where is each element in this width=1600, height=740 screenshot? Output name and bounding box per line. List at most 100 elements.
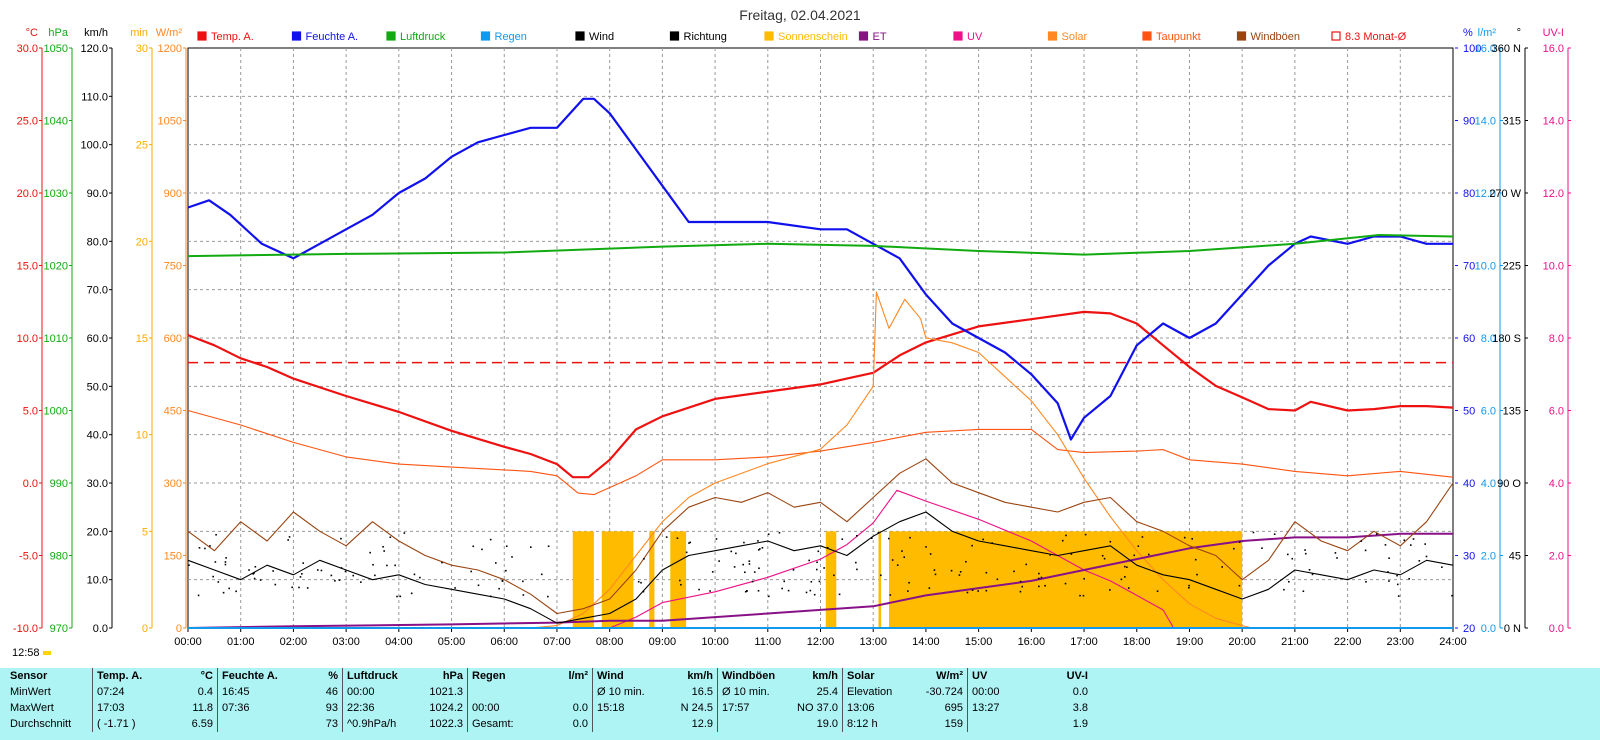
wind-direction-dot	[259, 579, 262, 581]
wind-direction-dot	[792, 569, 795, 571]
right-axis-tick-label: 8.0	[1549, 333, 1564, 345]
right-axis-unit: UV-I	[1543, 27, 1564, 39]
wind-direction-dot	[748, 560, 751, 562]
right-axis-tick-label: 30	[1463, 551, 1475, 563]
legend-item: Windböen	[1236, 31, 1301, 43]
left-axis-tick-label: 100.0	[80, 140, 108, 152]
wind-direction-dot	[783, 580, 786, 583]
left-axis-tick-label: 150	[164, 551, 182, 563]
wind-direction-dot	[222, 591, 225, 594]
stats-cell: 11.8	[192, 702, 213, 714]
wind-direction-dot	[540, 573, 543, 576]
wind-direction-dot	[1304, 552, 1307, 555]
wind-direction-dot	[1019, 580, 1022, 583]
stats-cell: MinWert	[10, 686, 51, 698]
left-axis-tick-label: 10	[136, 430, 148, 442]
right-axis-tick-label: 10.0	[1543, 261, 1564, 273]
right-axis-tick-label: 70	[1463, 261, 1475, 273]
stats-cell: 93	[325, 702, 338, 714]
wind-direction-dot	[805, 591, 808, 594]
wind-direction-dot	[1141, 536, 1144, 538]
wind-direction-dot	[823, 567, 825, 569]
x-axis-tick-label: 17:00	[1070, 636, 1098, 648]
stats-cell: 16:45	[217, 684, 288, 700]
wind-direction-dot	[396, 595, 398, 598]
stats-cell: Sensor	[10, 670, 48, 682]
stats-min-row: MinWert 07:24 0.4 16:45 46 00:00 1021.3 Ø 10 mi…	[6, 684, 1092, 700]
stats-cell: 1024.2	[429, 702, 463, 714]
wind-direction-dot	[410, 592, 413, 595]
legend-label: Windböen	[1251, 31, 1301, 43]
wind-direction-dot	[753, 571, 756, 573]
wind-direction-dot	[454, 587, 456, 589]
left-axis-tick-label: 970	[50, 623, 68, 635]
right-axes: 100 90 80 70 60 50 40 30 20 16.0 14.0 12.0 10.0 8.0 6.…	[1455, 43, 1571, 635]
left-axis-tick-label: 990	[50, 478, 68, 490]
x-axis-tick-label: 12:00	[807, 636, 835, 648]
wind-direction-dot	[908, 581, 910, 584]
left-axis-tick-label: 20	[136, 236, 148, 248]
wind-direction-dot	[1183, 536, 1186, 539]
x-axis-tick-label: 04:00	[385, 636, 413, 648]
stats-header-row: Sensor Temp. A. °C Feuchte A.% Luftdruck hPa R…	[6, 668, 1092, 684]
wind-direction-dot	[344, 570, 347, 573]
stats-cell: NO 37.0	[797, 702, 838, 714]
right-axis-tick-label: 0.0	[1549, 623, 1564, 635]
wind-direction-dot	[1441, 566, 1443, 568]
wind-direction-dot	[856, 534, 858, 537]
legend-label: Solar	[1062, 31, 1088, 43]
right-axis-unit: °	[1517, 27, 1521, 39]
wind-direction-dot	[818, 580, 821, 583]
legend-label: 8.3 Monat-Ø	[1345, 31, 1407, 43]
wind-direction-dot	[228, 587, 230, 590]
axis-unit-labels: °C hPa km/h min W/m²% l/m² ° UV-I	[26, 27, 1564, 39]
x-axis-tick-label: 19:00	[1176, 636, 1204, 648]
wind-direction-dot	[188, 564, 190, 566]
wind-direction-dot	[1424, 543, 1426, 545]
legend-label: Richtung	[684, 31, 727, 43]
legend-item: ET	[858, 31, 887, 43]
right-axis-tick-label: 4.0	[1481, 478, 1496, 490]
stats-cell: Luftdruck	[342, 668, 413, 684]
stats-cell: 00:00	[342, 684, 413, 700]
right-axis-tick-label: 20	[1463, 623, 1475, 635]
wind-direction-dot	[1412, 538, 1415, 540]
legend-item: UV	[953, 31, 983, 43]
left-axis-tick-label: 15.0	[17, 261, 38, 273]
wind-direction-dot	[253, 577, 256, 580]
stats-cell: 46	[325, 686, 338, 698]
wind-direction-dot	[1038, 572, 1040, 575]
stats-cell: Solar	[842, 668, 913, 684]
wind-direction-dot	[1137, 545, 1140, 547]
wind-direction-dot	[809, 589, 812, 592]
stats-cell: 159	[944, 718, 963, 730]
left-axis-tick-label: 900	[164, 188, 182, 200]
left-axis-tick-label: 1050	[158, 116, 182, 128]
x-axis-tick-label: 14:00	[912, 636, 940, 648]
left-axes: 30.025.020.015.010.05.00.0-5.0-10.010501…	[13, 43, 187, 635]
wind-direction-dot	[274, 583, 277, 586]
wind-direction-dot	[887, 537, 890, 540]
wind-direction-dot	[678, 579, 681, 582]
right-axis-tick-label: 90 O	[1497, 478, 1521, 490]
wind-direction-dot	[925, 546, 927, 548]
wind-direction-dot	[996, 578, 999, 581]
wind-direction-dot	[1409, 544, 1412, 546]
wind-direction-dot	[985, 589, 988, 592]
left-axis-tick-label: -5.0	[19, 551, 38, 563]
wind-direction-dot	[1397, 595, 1400, 597]
stats-cell	[538, 684, 593, 700]
wind-direction-dot	[985, 571, 988, 574]
left-axis-tick-label: 60.0	[87, 333, 108, 345]
wind-direction-dot	[1070, 553, 1073, 555]
left-axis-tick-label: 120.0	[80, 43, 108, 55]
wind-direction-dot	[1196, 573, 1198, 576]
wind-direction-dot	[855, 561, 857, 564]
wind-direction-dot	[272, 570, 274, 572]
stats-cell: 0.0	[572, 718, 588, 730]
left-axis-unit: °C	[26, 27, 38, 39]
wind-direction-dot	[287, 539, 289, 541]
wind-direction-dot	[1252, 531, 1255, 534]
wind-direction-dot	[787, 589, 790, 592]
stats-cell: 695	[944, 702, 963, 714]
